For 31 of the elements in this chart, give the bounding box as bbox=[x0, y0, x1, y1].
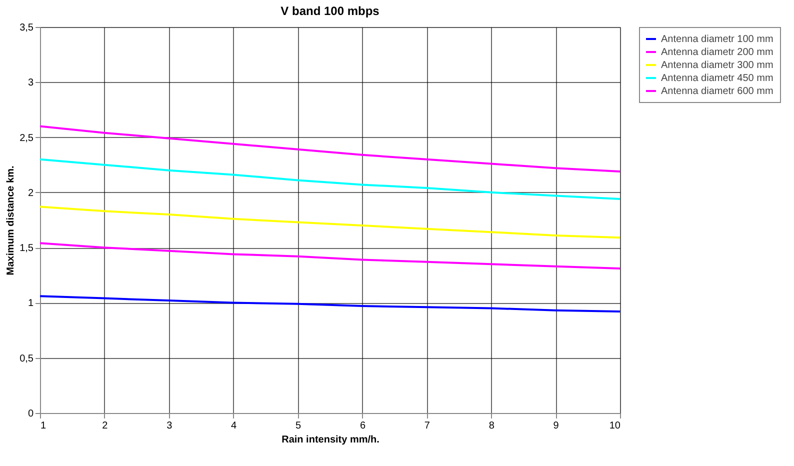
x-tick-label: 3 bbox=[166, 420, 173, 432]
y-tick-label: 1,5 bbox=[20, 243, 34, 254]
x-tick-label: 7 bbox=[424, 420, 430, 432]
legend-label: Antenna diametr 100 mm bbox=[661, 34, 774, 45]
line-series bbox=[39, 242, 621, 270]
line-series bbox=[39, 158, 621, 200]
x-axis-title: Rain intensity mm/h. bbox=[282, 434, 380, 446]
x-tick-label: 6 bbox=[360, 420, 366, 432]
y-tick-label: 2 bbox=[28, 188, 34, 199]
legend-label: Antenna diametr 600 mm bbox=[661, 86, 774, 97]
y-tick-label: 0 bbox=[28, 408, 34, 420]
x-tick-label: 4 bbox=[231, 420, 238, 432]
line-series bbox=[39, 125, 621, 172]
chart-title: V band 100 mbps bbox=[280, 4, 380, 18]
x-tick-label: 5 bbox=[295, 420, 302, 432]
y-tick-label: 3 bbox=[28, 78, 34, 89]
y-tick-label: 0,5 bbox=[20, 353, 34, 364]
x-tick-label: 10 bbox=[609, 420, 621, 432]
x-tick-label: 9 bbox=[553, 420, 560, 432]
y-tick-label: 2,5 bbox=[20, 132, 34, 144]
legend-label: Antenna diametr 200 mm bbox=[661, 47, 774, 58]
x-tick-label: 2 bbox=[102, 420, 108, 432]
legend-label: Antenna diametr 300 mm bbox=[661, 60, 774, 71]
y-tick-label: 3,5 bbox=[20, 22, 34, 34]
y-axis-title: Maximum distance km. bbox=[6, 166, 17, 276]
line-series bbox=[39, 295, 621, 313]
x-tick-label: 8 bbox=[488, 420, 495, 432]
legend-label: Antenna diametr 450 mm bbox=[661, 73, 774, 84]
y-tick-label: 1 bbox=[28, 298, 34, 310]
x-tick-label: 1 bbox=[40, 420, 46, 432]
line-series bbox=[39, 206, 621, 239]
